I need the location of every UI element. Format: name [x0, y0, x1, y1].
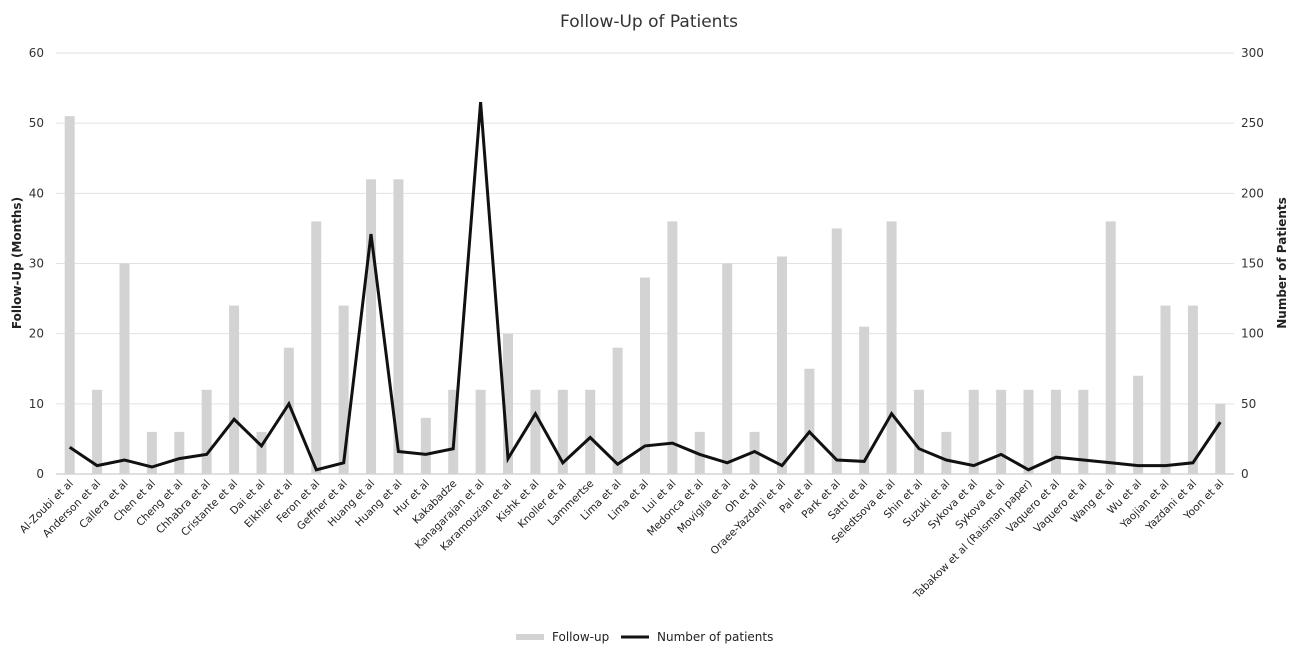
bar-follow-up	[1160, 305, 1171, 474]
bar-follow-up	[1187, 305, 1198, 474]
left-tick-label: 60	[29, 46, 44, 60]
left-tick-label: 50	[29, 116, 44, 130]
bar-follow-up	[776, 256, 787, 474]
bar-follow-up	[1105, 221, 1116, 474]
bar-follow-up	[1078, 389, 1089, 474]
legend-label-number-of-patients: Number of patients	[657, 630, 773, 644]
bar-follow-up	[722, 263, 733, 474]
left-tick-label: 40	[29, 186, 44, 200]
left-tick-label: 10	[29, 397, 44, 411]
right-tick-label: 50	[1241, 397, 1256, 411]
right-tick-label: 0	[1241, 467, 1249, 481]
right-tick-label: 100	[1241, 327, 1264, 341]
bar-series-follow-up	[64, 116, 1226, 475]
right-axis-title: Number of Patients	[1275, 197, 1289, 329]
bar-follow-up	[612, 347, 623, 474]
right-tick-label: 300	[1241, 46, 1264, 60]
bar-follow-up	[146, 431, 157, 474]
bar-follow-up	[475, 389, 486, 474]
bar-follow-up	[393, 179, 404, 475]
bar-follow-up	[92, 389, 103, 474]
bar-follow-up	[119, 263, 130, 474]
bar-follow-up	[1215, 403, 1226, 474]
right-tick-label: 250	[1241, 116, 1264, 130]
line-series-number-of-patients	[68, 101, 1222, 472]
bar-follow-up	[1133, 375, 1144, 474]
bar-follow-up	[420, 417, 431, 474]
bar-follow-up	[585, 389, 596, 474]
bar-follow-up	[968, 389, 979, 474]
bar-follow-up	[667, 221, 678, 474]
bar-follow-up	[283, 347, 294, 474]
bar-follow-up	[1050, 389, 1061, 474]
bar-follow-up	[913, 389, 924, 474]
bar-follow-up	[338, 305, 349, 474]
right-tick-label: 200	[1241, 186, 1264, 200]
legend: Follow-up Number of patients	[516, 630, 773, 644]
bar-follow-up	[311, 221, 322, 474]
left-tick-label: 20	[29, 327, 44, 341]
right-axis-ticks: 0 50 100 150 200 250 300	[1241, 46, 1264, 481]
left-tick-label: 30	[29, 257, 44, 271]
bar-follow-up	[886, 221, 897, 474]
bar-follow-up	[201, 389, 212, 474]
bar-follow-up	[64, 116, 75, 475]
legend-swatch-follow-up	[516, 634, 544, 640]
bar-follow-up	[503, 333, 514, 474]
bar-follow-up	[1023, 389, 1034, 474]
bar-follow-up	[996, 389, 1007, 474]
bar-follow-up	[366, 179, 377, 475]
bar-follow-up	[941, 431, 952, 474]
bar-follow-up	[831, 228, 842, 474]
bar-follow-up	[859, 326, 870, 474]
chart-title: Follow-Up of Patients	[560, 12, 738, 32]
left-tick-label: 0	[36, 467, 44, 481]
bar-follow-up	[229, 305, 240, 474]
bar-follow-up	[530, 389, 541, 474]
bar-follow-up	[804, 368, 815, 474]
legend-label-follow-up: Follow-up	[552, 630, 609, 644]
right-tick-label: 150	[1241, 257, 1264, 271]
bar-follow-up	[557, 389, 568, 474]
bar-follow-up	[174, 431, 185, 474]
bar-follow-up	[640, 277, 650, 474]
bar-follow-up	[256, 431, 267, 474]
left-axis-ticks: 0 10 20 30 40 50 60	[29, 46, 44, 481]
left-axis-title: Follow-Up (Months)	[10, 197, 24, 329]
